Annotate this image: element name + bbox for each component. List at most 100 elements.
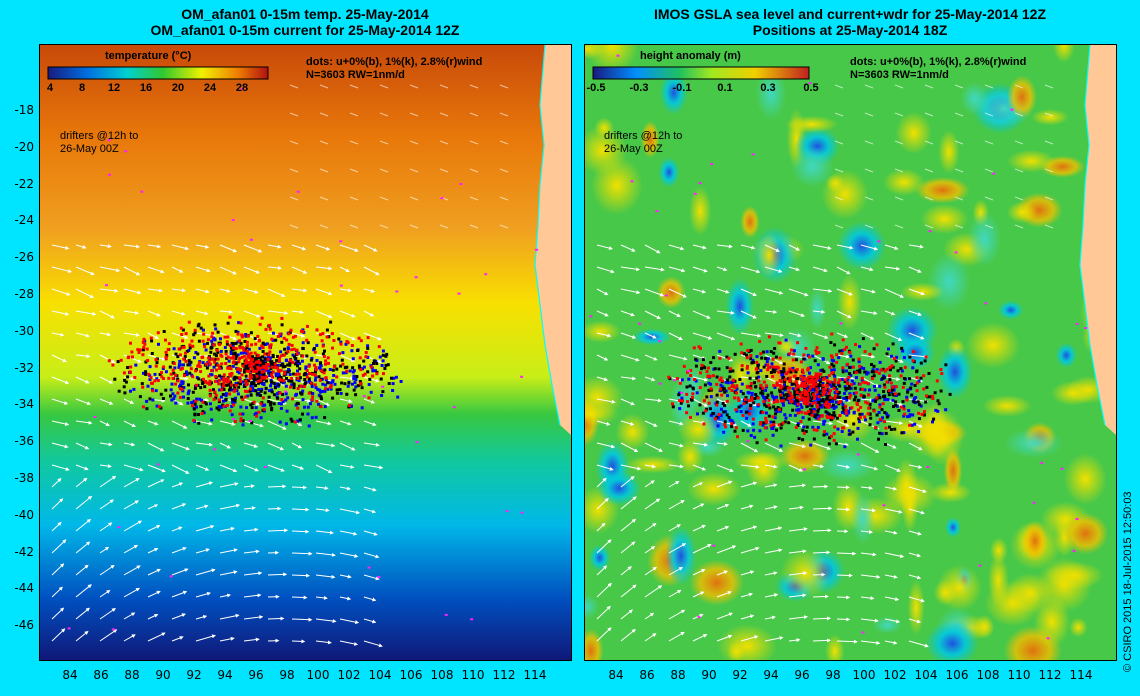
drifter-dot [767,414,771,418]
drifter-dot [678,391,681,395]
drifter-dot [126,375,130,379]
drifter-dot [709,361,713,364]
drifter-dot [882,374,886,378]
drifter-dot [318,388,322,392]
current-arrow [620,609,633,620]
drifter-dot [373,369,377,373]
drifter-dot [249,384,253,388]
drifter-dot [188,346,192,350]
drifter-dot [927,372,931,375]
current-arrow [812,332,829,339]
drifter-dot [843,445,847,449]
drifter-dot [885,367,889,371]
temperature-tick-label: 4 [46,82,54,94]
drifter-dot [263,375,267,378]
drifter-dot [254,342,258,346]
drifter-dot [520,375,524,378]
drifter-dot [883,397,887,401]
drifter-dot [711,412,715,415]
drifter-dot [735,387,739,391]
drifter-dot [236,376,240,380]
anomaly-eddy [1069,617,1088,638]
drifter-dot [164,388,168,392]
drifter-dot [335,367,339,371]
drifter-dot [241,362,245,366]
temperature-tick-label: 24 [203,82,217,94]
drifter-dot [788,379,792,383]
drifter-dot [339,340,343,344]
drifter-dot [789,370,793,374]
drifter-dot [891,388,894,392]
drifter-dot [897,409,901,412]
drifter-dot [264,343,267,346]
latitude-tick-label: -30 [14,323,34,338]
drifter-dot [892,357,896,361]
drifter-dot [315,359,319,362]
drifter-dot [107,139,111,142]
drifter-dot [285,409,289,413]
drifter-dot [762,421,766,425]
drifter-dot [738,378,742,381]
drifter-dot [835,395,839,399]
current-arrow [1014,196,1024,201]
current-arrow [812,616,831,621]
drifter-dot [126,366,130,369]
anomaly-eddy [937,344,973,400]
drifter-dot [239,381,242,385]
drifter-dot [724,425,728,429]
current-arrow [195,310,209,316]
current-arrow [469,168,479,173]
drifter-dot [589,315,593,318]
current-arrow [243,310,261,318]
current-arrow [51,442,69,449]
current-arrow [315,420,332,426]
drifter-dot [285,377,288,380]
drifter-dot [352,388,356,392]
current-arrow [171,590,188,598]
drifter-dot [709,382,713,386]
drifter-dot [219,349,223,353]
drifter-dot [919,404,923,408]
current-arrow [291,464,305,470]
drifter-dot [259,416,263,420]
drifter-dot [868,402,872,406]
current-arrow [668,609,686,620]
drifter-dot [830,414,834,418]
drifter-dot [678,407,682,411]
current-arrow [620,310,635,317]
drifter-dot [852,391,856,395]
drifter-dot [301,412,304,416]
current-arrow [692,332,713,340]
drifter-dot [270,365,274,369]
drifter-dot [185,373,189,377]
drifter-dot [232,360,236,364]
drifter-dot [386,363,390,367]
current-arrow [123,420,136,428]
drifter-dot [690,398,693,401]
drifter-dot [246,354,250,358]
drifter-dot [261,359,265,363]
drifter-dot [363,372,367,376]
drifter-dot [212,336,215,340]
drifter-dot [833,374,837,378]
anomaly-eddy [585,628,604,660]
anomaly-eddy [982,395,1032,417]
anomaly-eddy [589,544,611,572]
drifter-dot [779,380,783,384]
current-arrow [884,618,901,624]
drifter-dot [284,422,288,426]
drifter-dot [324,359,328,363]
current-arrow [267,376,286,386]
drifter-dot [320,397,323,401]
longitude-tick-label: 108 [430,668,454,682]
drifter-dot [268,346,272,350]
current-arrow [834,140,844,145]
drifter-dot [233,388,237,392]
drifter-dot [819,368,823,372]
drifter-dot [321,382,325,386]
drifter-dot [173,394,177,398]
drifter-dot [807,410,811,413]
drifter-dot [307,391,311,395]
drifter-dot [360,406,364,410]
current-arrow [954,84,964,89]
